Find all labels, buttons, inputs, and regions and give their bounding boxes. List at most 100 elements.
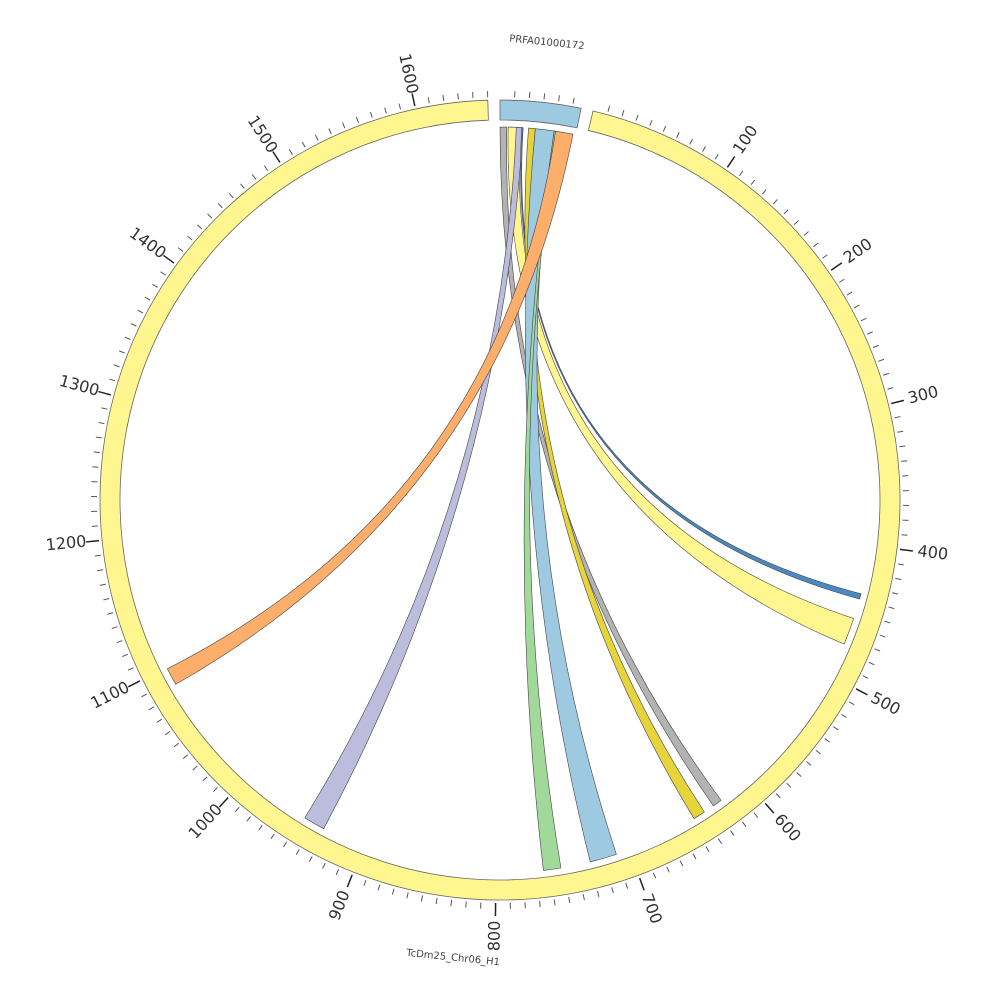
tick-label: 500 — [868, 688, 904, 719]
chord-link — [507, 126, 855, 645]
minor-tick — [666, 866, 670, 873]
minor-tick — [363, 879, 367, 886]
minor-tick — [824, 738, 830, 743]
minor-tick — [258, 825, 263, 831]
minor-tick — [625, 882, 629, 889]
minor-tick — [217, 203, 223, 209]
tick-label: 600 — [771, 810, 805, 846]
minor-tick — [263, 165, 269, 171]
minor-tick — [355, 116, 359, 123]
chord-link — [166, 130, 574, 685]
segment-label: PRFA01000172 — [509, 34, 585, 53]
minor-tick — [270, 833, 275, 840]
major-tick — [411, 93, 416, 107]
minor-tick — [435, 897, 438, 905]
minor-tick — [93, 451, 100, 454]
minor-tick — [892, 592, 899, 595]
minor-tick — [118, 350, 125, 354]
minor-tick — [815, 749, 821, 755]
minor-tick — [888, 606, 895, 610]
minor-tick — [398, 103, 402, 110]
major-tick — [86, 539, 100, 543]
minor-tick — [846, 291, 853, 296]
minor-tick — [607, 105, 611, 112]
minor-tick — [897, 563, 904, 566]
minor-tick — [301, 141, 306, 148]
chord-link — [523, 130, 562, 871]
minor-tick — [212, 787, 218, 793]
minor-tick — [833, 726, 839, 731]
minor-tick — [295, 849, 300, 855]
minor-tick — [283, 841, 288, 848]
minor-tick — [692, 853, 697, 860]
minor-tick — [124, 336, 131, 340]
minor-tick — [872, 344, 879, 349]
minor-tick — [97, 569, 104, 572]
minor-tick — [738, 170, 744, 177]
minor-tick — [635, 114, 639, 121]
major-tick — [855, 688, 868, 696]
minor-tick — [621, 110, 625, 117]
minor-tick — [127, 667, 134, 671]
major-tick — [346, 874, 353, 888]
minor-tick — [558, 95, 560, 102]
minor-tick — [572, 97, 575, 104]
minor-tick — [148, 706, 155, 711]
minor-tick — [130, 323, 137, 327]
minor-tick — [99, 583, 106, 586]
minor-tick — [899, 445, 906, 448]
minor-tick — [103, 597, 110, 601]
minor-tick — [676, 132, 680, 138]
minor-tick — [568, 897, 571, 904]
minor-tick — [156, 718, 163, 723]
tick-label: 1100 — [88, 677, 133, 712]
tick-label: 100 — [729, 122, 762, 158]
minor-tick — [868, 661, 875, 666]
minor-tick — [879, 634, 886, 638]
major-tick — [638, 877, 645, 891]
minor-tick — [107, 612, 114, 615]
minor-tick — [775, 793, 781, 799]
minor-tick — [420, 895, 424, 902]
minor-tick — [246, 816, 251, 822]
tick-label: 1600 — [395, 52, 422, 96]
links — [166, 126, 862, 871]
tick-label: 800 — [485, 921, 504, 952]
minor-tick — [377, 884, 381, 891]
minor-tick — [427, 97, 430, 104]
minor-tick — [539, 900, 541, 908]
major-tick — [899, 548, 913, 552]
minor-tick — [391, 888, 395, 895]
minor-tick — [177, 247, 184, 252]
minor-tick — [705, 846, 710, 852]
minor-tick — [796, 772, 802, 778]
minor-tick — [308, 856, 313, 863]
minor-tick — [652, 872, 657, 879]
minor-tick — [897, 430, 904, 433]
minor-tick — [335, 869, 340, 875]
minor-tick — [182, 754, 189, 760]
minor-tick — [803, 231, 809, 236]
minor-tick — [822, 254, 828, 259]
tick-label: 1300 — [57, 371, 101, 400]
minor-tick — [730, 830, 735, 836]
tick-label: 400 — [917, 541, 950, 564]
minor-tick — [369, 111, 373, 118]
minor-tick — [406, 892, 409, 899]
minor-tick — [457, 93, 459, 100]
minor-tick — [772, 199, 778, 205]
minor-tick — [342, 122, 346, 129]
minor-tick — [113, 364, 120, 368]
minor-tick — [288, 149, 293, 155]
minor-tick — [197, 224, 203, 230]
minor-tick — [662, 125, 667, 132]
minor-tick — [597, 890, 600, 897]
minor-tick — [164, 730, 171, 736]
minor-tick — [207, 213, 213, 219]
minor-tick — [144, 296, 151, 301]
major-tick — [726, 156, 736, 168]
chord-link — [304, 127, 524, 830]
minor-tick — [553, 899, 556, 906]
minor-tick — [860, 317, 867, 322]
minor-tick — [742, 821, 747, 827]
